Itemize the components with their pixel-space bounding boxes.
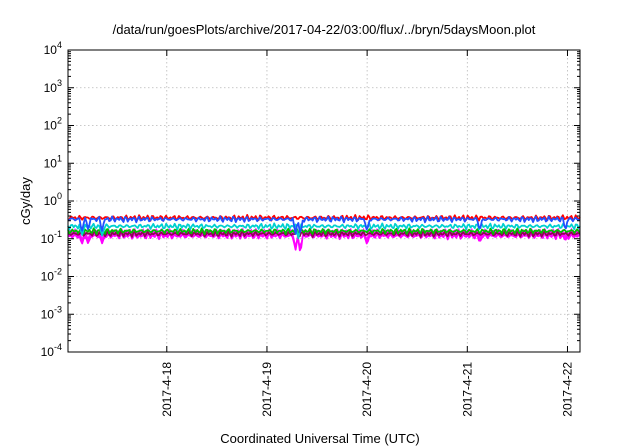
y-tick-label: 103	[44, 78, 62, 95]
series-group	[67, 214, 581, 252]
x-tick-labels: 2017-4-18 2017-4-19 2017-4-20 2017-4-21 2017…	[160, 362, 575, 417]
x-tick-label: 2017-4-22	[560, 362, 574, 417]
y-tick-label: 101	[44, 153, 62, 170]
y-tick-label: 10-1	[41, 229, 62, 246]
x-tick-label: 2017-4-20	[360, 362, 374, 417]
y-tick-label: 10-4	[41, 342, 62, 359]
series-line	[67, 222, 581, 240]
y-tick-label: 100	[44, 191, 62, 208]
y-tick-label: 104	[44, 40, 62, 57]
chart-title: /data/run/goesPlots/archive/2017-04-22/0…	[113, 22, 536, 37]
x-tick-label: 2017-4-19	[260, 362, 274, 417]
x-axis-label: Coordinated Universal Time (UTC)	[220, 431, 419, 446]
x-tick-label: 2017-4-18	[160, 362, 174, 417]
y-tick-label: 102	[44, 116, 62, 133]
series-line	[67, 215, 581, 235]
series-line	[67, 227, 581, 236]
x-tick-label: 2017-4-21	[460, 362, 474, 417]
y-tick-label: 10-2	[41, 267, 62, 284]
y-tick-labels: 10-4 10-3 10-2 10-1 100 101 102 103 104	[41, 40, 62, 359]
axis-ticks	[68, 49, 580, 353]
y-tick-label: 10-3	[41, 304, 62, 321]
y-axis-label: cGy/day	[18, 177, 33, 225]
grid	[68, 50, 580, 352]
